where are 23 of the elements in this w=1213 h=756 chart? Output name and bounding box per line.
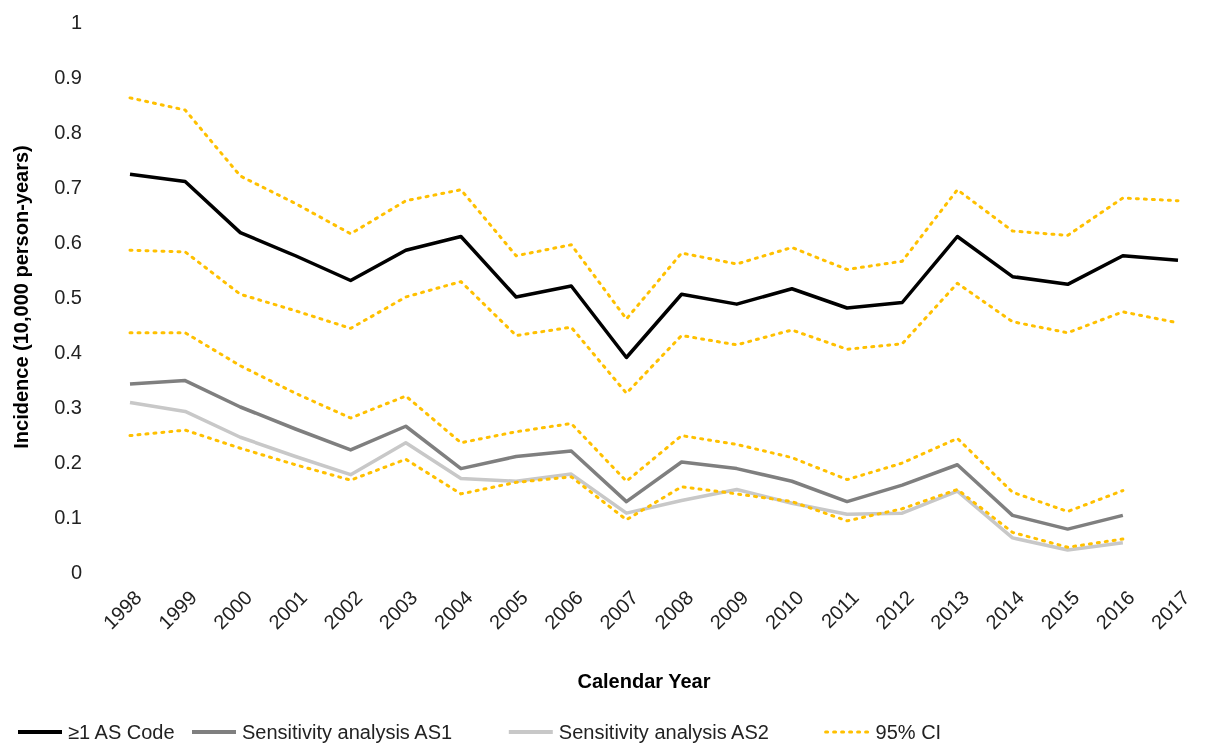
y-tick-label: 0.5 bbox=[54, 286, 82, 308]
legend-label: ≥1 AS Code bbox=[68, 721, 175, 743]
legend-label: Sensitivity analysis AS2 bbox=[558, 721, 769, 743]
line-series bbox=[128, 96, 1180, 321]
line-series bbox=[128, 428, 1125, 549]
y-tick-label: 0.1 bbox=[54, 506, 82, 528]
y-tick-label: 0 bbox=[70, 561, 82, 583]
y-axis-title: Incidence (10,000 person-years) bbox=[10, 145, 32, 449]
line-series bbox=[128, 172, 1180, 360]
x-axis-title: Calendar Year bbox=[577, 670, 711, 692]
y-tick-label: 0.8 bbox=[54, 121, 82, 143]
line-series bbox=[128, 400, 1125, 552]
legend-label: Sensitivity analysis AS1 bbox=[242, 721, 453, 743]
y-tick-label: 0.3 bbox=[54, 396, 82, 418]
y-tick-label: 0.6 bbox=[54, 231, 82, 253]
line-series bbox=[128, 378, 1125, 531]
legend-label: 95% CI bbox=[875, 721, 942, 743]
y-tick-label: 0.7 bbox=[54, 176, 82, 198]
line-series bbox=[128, 331, 1125, 513]
y-tick-label: 0.2 bbox=[54, 451, 82, 473]
y-tick-label: 1 bbox=[70, 11, 82, 33]
y-tick-label: 0.9 bbox=[54, 66, 82, 88]
y-tick-label: 0.4 bbox=[54, 341, 82, 363]
